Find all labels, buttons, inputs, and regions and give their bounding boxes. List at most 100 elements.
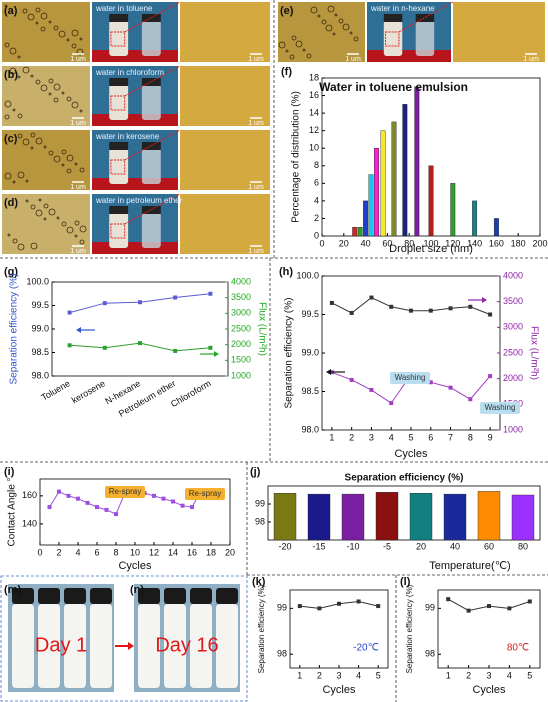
droplet: [4, 172, 12, 180]
y2-tick-label: 1000: [503, 424, 523, 434]
y-tick-label: 100.0: [296, 270, 319, 280]
annotation: Re-spray: [109, 487, 141, 496]
scale-label: 1 um: [70, 184, 86, 191]
vial-cap: [38, 588, 60, 604]
x-category-label: 60: [484, 541, 494, 551]
y-tick-label: 99.5: [31, 300, 49, 310]
bar: [352, 227, 358, 237]
scale-label: 1 um: [70, 56, 86, 63]
x-category-label: 20: [416, 541, 426, 551]
bar: [374, 148, 379, 237]
droplet: [310, 6, 318, 14]
marker: [57, 489, 61, 494]
annotation-box: [105, 486, 145, 498]
micrograph: [2, 130, 90, 190]
annotation: -20℃: [353, 643, 379, 654]
x-category-label: -10: [346, 541, 359, 551]
droplet: [22, 8, 28, 14]
marker: [297, 604, 302, 609]
droplet: [35, 79, 41, 85]
scale-label: 1 um: [523, 56, 539, 63]
zoom-link: [124, 65, 181, 97]
y2-tick-label: 4000: [503, 270, 523, 280]
panel-label: (j): [250, 466, 261, 478]
chart-title: Water in toluene emulsion: [319, 80, 468, 94]
bar: [511, 494, 535, 541]
y-axis-label: Contact Angle °: [7, 477, 18, 546]
bar: [380, 130, 386, 237]
bar: [472, 200, 478, 237]
marker: [102, 345, 107, 350]
zoom-box: [110, 95, 126, 111]
y-tick-label: 98.5: [301, 386, 319, 396]
zoom-link: [124, 193, 181, 225]
marker: [389, 304, 394, 309]
droplet: [40, 12, 48, 20]
droplet: [74, 220, 80, 226]
droplet: [22, 138, 30, 146]
droplet: [76, 48, 84, 56]
droplet: [79, 37, 83, 41]
y-axis-label: Separation efficiency (%): [405, 584, 414, 673]
vial: [38, 604, 60, 688]
vial-cap: [415, 14, 435, 22]
panel-label: (f): [281, 66, 292, 78]
marker: [67, 343, 72, 348]
vial-cap: [109, 14, 129, 22]
bar: [414, 86, 420, 237]
scale-label: 1 um: [248, 248, 264, 255]
bar: [307, 493, 331, 541]
marker: [369, 387, 374, 392]
y-tick-label: 14: [309, 107, 319, 117]
zoom-image: [180, 194, 270, 254]
droplet: [327, 5, 335, 13]
marker: [376, 604, 381, 609]
droplet: [30, 74, 34, 78]
y-tick-label: 98.0: [31, 370, 49, 380]
y-tick-label: 16: [309, 90, 319, 100]
droplet: [30, 132, 36, 138]
droplet: [30, 242, 38, 250]
droplet: [30, 204, 36, 210]
annotation-box: [390, 372, 430, 384]
vial: [141, 84, 161, 120]
x-tick-label: 2: [466, 670, 471, 680]
droplet: [7, 233, 11, 237]
droplet: [325, 24, 333, 32]
marker: [466, 608, 471, 613]
x-tick-label: 4: [356, 670, 361, 680]
marker: [152, 493, 156, 498]
zoom-box: [110, 31, 126, 47]
droplet: [38, 198, 42, 202]
marker: [488, 374, 493, 379]
bar: [341, 493, 365, 541]
y2-tick-label: 3500: [231, 292, 251, 302]
axis-arrow-head: [76, 327, 81, 333]
zoom-link: [398, 1, 454, 33]
y-tick-label: 140: [22, 518, 37, 528]
scale-label: 1 um: [70, 248, 86, 255]
droplet: [25, 199, 29, 203]
marker: [138, 300, 142, 305]
marker: [67, 310, 72, 315]
photo-floor: [367, 50, 451, 62]
y2-tick-label: 2000: [231, 339, 251, 349]
y-axis-label: Separation efficiency (%): [257, 584, 266, 673]
droplet: [43, 145, 47, 149]
marker: [66, 493, 71, 498]
marker: [389, 401, 394, 406]
marker: [47, 505, 52, 510]
vial: [109, 148, 129, 184]
droplet: [12, 238, 18, 244]
photo-floor: [92, 114, 178, 126]
x-tick-label: 8: [468, 432, 473, 442]
y2-tick-label: 2500: [231, 323, 251, 333]
vial-cap: [138, 588, 160, 604]
x-axis-label: Droplet size (nm): [389, 243, 473, 255]
y2-tick-label: 2500: [503, 347, 523, 357]
marker: [161, 496, 166, 501]
arrow-head: [128, 642, 134, 650]
scale-label: 1 um: [70, 120, 86, 127]
marker: [369, 295, 374, 300]
